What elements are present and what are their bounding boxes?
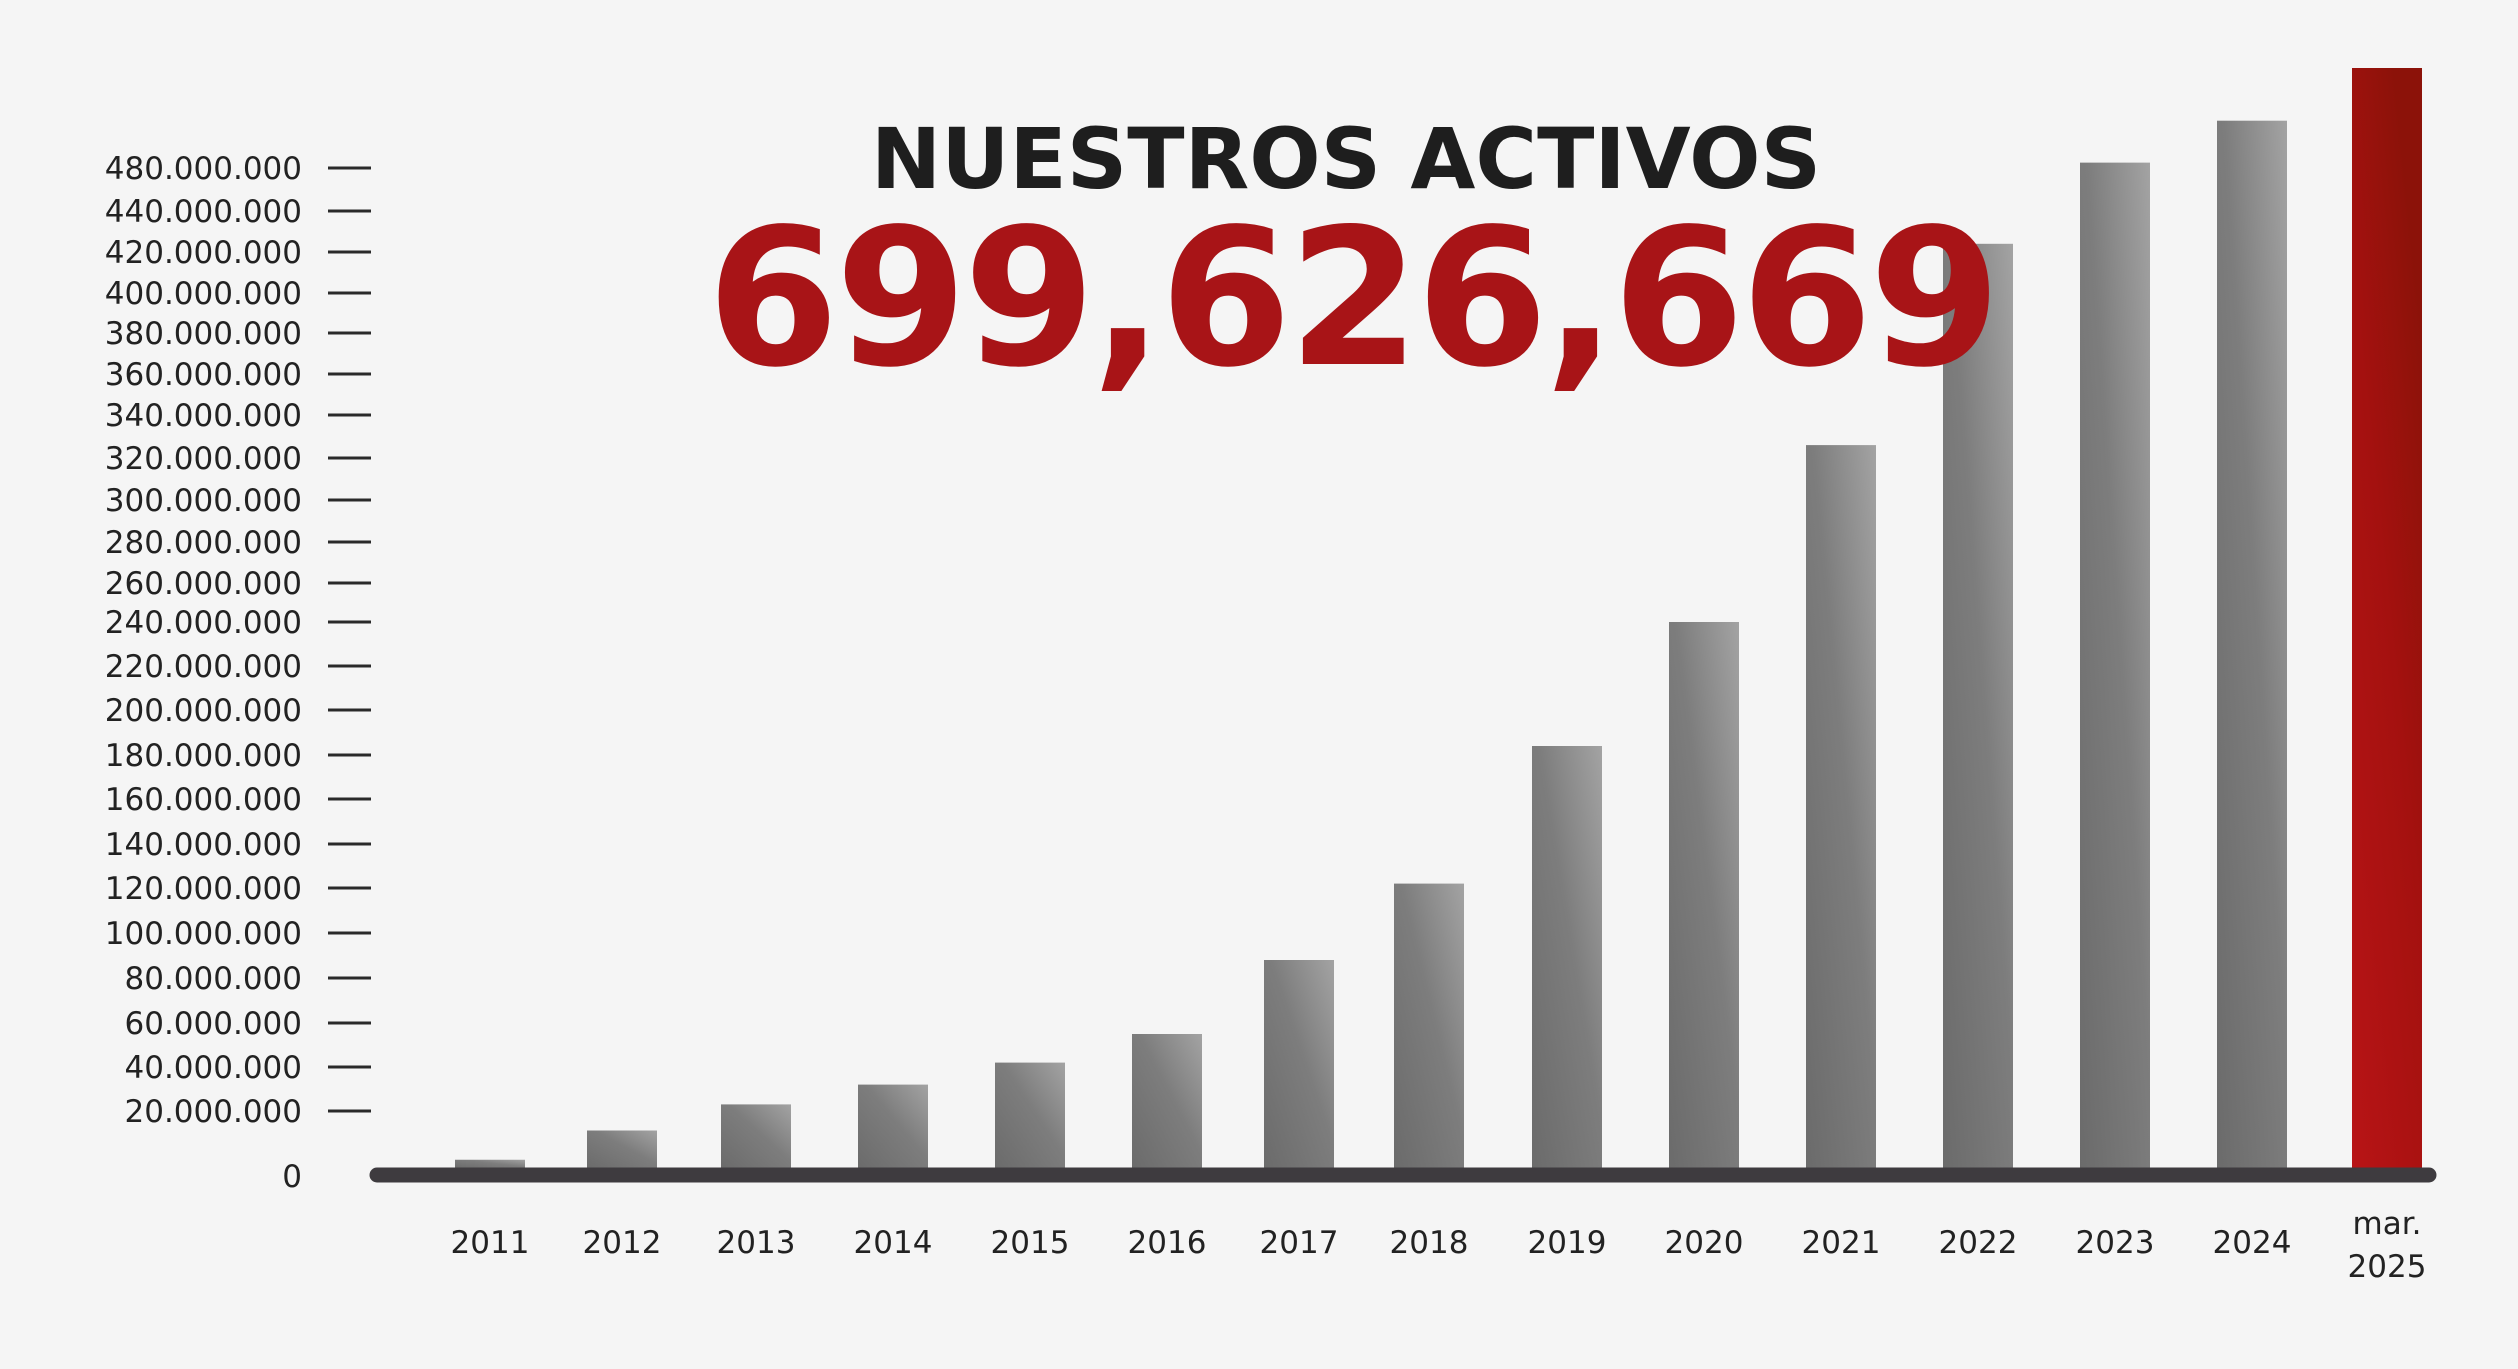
x-tick-label: 2015	[991, 1225, 1070, 1261]
bar	[721, 1104, 791, 1168]
y-tick-label: 80.000.000	[125, 961, 303, 997]
x-tick-label: 2022	[1939, 1225, 2018, 1261]
y-tick-label: 60.000.000	[125, 1006, 303, 1042]
x-tick-label: 2013	[717, 1225, 796, 1261]
total-assets-value: 699,626,669	[707, 188, 1997, 409]
y-axis: 0 20.000.000 40.000.000 60.000.000 80.000.00…	[105, 151, 371, 1195]
x-tick-label: 2016	[1128, 1225, 1207, 1261]
y-tick-label: 180.000.000	[105, 738, 302, 774]
y-tick-label: 260.000.000	[105, 566, 302, 602]
x-axis: 2011 2012 2013 2014 2015 2016 2017 2018 2019 2020…	[369, 1167, 2437, 1285]
y-tick-label: 220.000.000	[105, 649, 302, 685]
x-tick-label: 2024	[2213, 1225, 2292, 1261]
y-tick-label: 20.000.000	[125, 1094, 303, 1130]
bars	[455, 68, 2422, 1169]
y-tick-label: 420.000.000	[105, 235, 302, 271]
y-tick-label: 280.000.000	[105, 525, 302, 561]
y-tick-label: 400.000.000	[105, 276, 302, 312]
bar	[1264, 960, 1334, 1168]
y-tick-label: 140.000.000	[105, 827, 302, 863]
y-tick-label: 120.000.000	[105, 871, 302, 907]
y-tick-label: 100.000.000	[105, 916, 302, 952]
y-tick-label: 240.000.000	[105, 605, 302, 641]
x-tick-label: 2018	[1390, 1225, 1469, 1261]
x-tick-label: mar. 2025	[2348, 1206, 2427, 1285]
y-tick-label: 0	[282, 1159, 302, 1195]
x-tick-label: 2019	[1528, 1225, 1607, 1261]
bar	[2217, 120, 2287, 1169]
x-tick-label: 2017	[1260, 1225, 1339, 1261]
bar-highlight	[2352, 68, 2422, 1168]
bar	[858, 1084, 928, 1168]
y-tick-label: 340.000.000	[105, 398, 302, 434]
y-tick-label: 360.000.000	[105, 357, 302, 393]
y-tick-label: 200.000.000	[105, 693, 302, 729]
x-tick-label: 2020	[1665, 1225, 1744, 1261]
y-tick-label: 480.000.000	[105, 151, 302, 187]
y-tick-label: 440.000.000	[105, 194, 302, 230]
bar	[1943, 243, 2013, 1169]
bar	[455, 1159, 525, 1168]
y-tick-label: 300.000.000	[105, 483, 302, 519]
x-tick-label: 2012	[583, 1225, 662, 1261]
bar	[1132, 1034, 1202, 1168]
x-tick-label: 2021	[1802, 1225, 1881, 1261]
bar	[1669, 622, 1739, 1168]
x-tick-label: 2011	[451, 1225, 530, 1261]
y-tick-label: 40.000.000	[125, 1050, 303, 1086]
bar	[1806, 445, 1876, 1169]
chart-title: NUESTROS ACTIVOS	[871, 110, 1821, 208]
bar	[995, 1062, 1065, 1168]
bar	[1394, 883, 1464, 1168]
bar	[587, 1130, 657, 1168]
x-tick-label: 2014	[854, 1225, 933, 1261]
x-tick-label: 2023	[2076, 1225, 2155, 1261]
y-tick-label: 160.000.000	[105, 782, 302, 818]
y-tick-label: 320.000.000	[105, 441, 302, 477]
y-tick-label: 380.000.000	[105, 316, 302, 352]
bar	[2080, 162, 2150, 1168]
bar	[1532, 746, 1602, 1168]
